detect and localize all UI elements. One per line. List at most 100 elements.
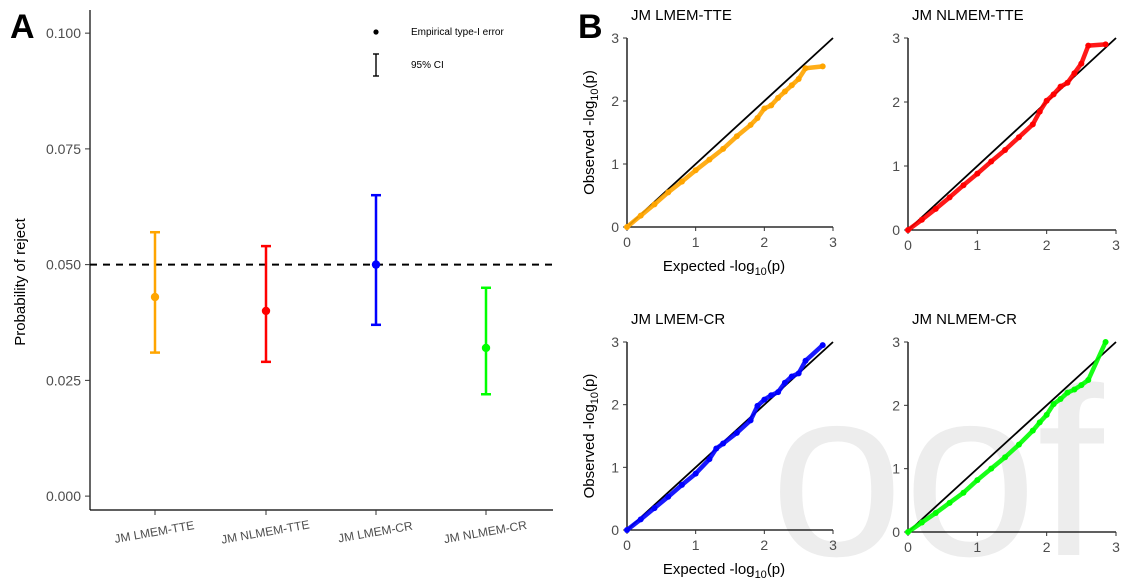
qq-point-jm-nlmem-tte: [1036, 108, 1043, 115]
qq-x-tick-label: 2: [1043, 539, 1051, 555]
qq-point-jm-nlmem-tte: [905, 227, 911, 233]
qq-point-jm-nlmem-tte: [1043, 97, 1050, 104]
qq-point-jm-nlmem-tte: [1085, 42, 1092, 49]
qq-x-tick-label: 1: [692, 537, 700, 553]
qq-point-jm-lmem-tte: [768, 102, 775, 109]
point-jm-nlmem-cr: [481, 343, 491, 353]
qq-x-tick-label: 3: [829, 234, 837, 250]
qq-point-jm-lmem-cr: [795, 370, 802, 377]
y-tick-label: 0.050: [46, 257, 81, 273]
y-tick-label: 0.100: [46, 25, 81, 41]
panel-letter-b: B: [578, 8, 603, 46]
qq-point-jm-lmem-cr: [678, 481, 685, 488]
qq-y-tick-label: 1: [892, 158, 900, 174]
qq-point-jm-lmem-cr: [747, 417, 754, 424]
qq-point-jm-nlmem-cr: [1050, 401, 1057, 408]
qq-y-tick-label: 0: [611, 219, 619, 235]
qq-point-jm-nlmem-cr: [905, 529, 911, 535]
qq-point-jm-nlmem-cr: [988, 465, 995, 472]
qq-point-jm-nlmem-cr: [1036, 419, 1043, 426]
qq-point-jm-nlmem-tte: [918, 216, 925, 223]
qq-y-tick-label: 2: [892, 397, 900, 413]
qq-point-jm-nlmem-tte: [1050, 91, 1057, 98]
qq-point-jm-lmem-tte: [678, 178, 685, 185]
qq-point-jm-nlmem-tte: [932, 205, 939, 212]
qq-x-axis-label-jm-lmem-cr: Expected -log10(p): [663, 561, 785, 581]
qq-point-jm-nlmem-cr: [1043, 411, 1050, 418]
qq-title-jm-nlmem-tte: JM NLMEM-TTE: [912, 7, 1024, 24]
qq-point-jm-lmem-tte: [624, 224, 630, 230]
qq-point-jm-nlmem-cr: [960, 489, 967, 496]
qq-point-jm-lmem-cr: [788, 373, 795, 380]
x-tick-label-jm-nlmem-cr: JM NLMEM-CR: [443, 518, 528, 546]
y-tick-label: 0.075: [46, 141, 81, 157]
qq-point-jm-nlmem-cr: [974, 477, 981, 484]
qq-title-jm-lmem-tte: JM LMEM-TTE: [631, 7, 732, 24]
qq-point-jm-lmem-tte: [754, 115, 761, 122]
qq-identity-line-jm-nlmem-cr: [907, 341, 1117, 533]
qq-y-axis-label-jm-lmem-tte: Observed -log10(p): [581, 70, 601, 195]
qq-x-tick-label: 2: [760, 234, 768, 250]
qq-x-tick-label: 2: [1043, 237, 1051, 253]
qq-identity-line-jm-nlmem-tte: [907, 37, 1117, 231]
x-tick-label-jm-nlmem-tte: JM NLMEM-TTE: [220, 517, 310, 546]
qq-point-jm-nlmem-tte: [1002, 147, 1009, 153]
qq-y-tick-label: 1: [892, 461, 900, 477]
legend-point-label: Empirical type-I error: [411, 27, 504, 38]
qq-y-tick-label: 0: [611, 522, 619, 538]
qq-point-jm-lmem-cr: [754, 402, 761, 409]
qq-point-jm-nlmem-cr: [918, 519, 925, 526]
qq-point-jm-nlmem-cr: [1064, 389, 1071, 396]
qq-x-tick-label: 2: [760, 537, 768, 553]
qq-y-tick-label: 0: [892, 222, 900, 238]
qq-point-jm-nlmem-cr: [1015, 441, 1022, 448]
qq-point-jm-lmem-tte: [747, 121, 754, 128]
qq-point-jm-lmem-cr: [819, 342, 826, 349]
qq-point-jm-lmem-cr: [624, 527, 630, 533]
x-tick-label-jm-lmem-cr: JM LMEM-CR: [337, 519, 414, 546]
qq-point-jm-nlmem-tte: [1078, 60, 1085, 67]
qq-point-jm-lmem-cr: [692, 470, 699, 477]
qq-y-tick-label: 3: [611, 30, 619, 46]
qq-y-tick-label: 2: [611, 93, 619, 109]
qq-x-tick-label: 0: [623, 537, 631, 553]
qq-point-jm-lmem-cr: [781, 379, 788, 386]
qq-point-jm-lmem-tte: [637, 212, 644, 219]
qq-point-jm-lmem-tte: [665, 189, 672, 196]
qq-point-jm-lmem-tte: [802, 65, 809, 72]
qq-point-jm-lmem-tte: [720, 145, 727, 152]
point-jm-lmem-tte: [150, 292, 160, 302]
qq-y-tick-label: 3: [892, 30, 900, 46]
qq-point-jm-nlmem-cr: [1029, 427, 1036, 434]
qq-y-tick-label: 1: [611, 156, 619, 172]
qq-point-jm-nlmem-cr: [932, 510, 939, 516]
qq-point-jm-nlmem-tte: [960, 182, 967, 189]
qq-point-jm-lmem-cr: [733, 429, 740, 436]
qq-point-jm-nlmem-tte: [1071, 70, 1078, 77]
qq-point-jm-lmem-cr: [775, 389, 782, 396]
qq-point-jm-lmem-tte: [775, 94, 782, 101]
qq-point-jm-lmem-tte: [795, 75, 802, 82]
watermark: oof: [770, 338, 1105, 588]
qq-point-jm-nlmem-cr: [946, 499, 953, 506]
qq-point-jm-nlmem-cr: [1078, 382, 1085, 389]
legend-point-key: [373, 29, 379, 35]
qq-y-tick-label: 0: [892, 524, 900, 540]
qq-point-jm-lmem-tte: [692, 167, 699, 174]
qq-x-tick-label: 0: [623, 234, 631, 250]
qq-title-jm-lmem-cr: JM LMEM-CR: [631, 311, 725, 328]
qq-y-tick-label: 3: [611, 334, 619, 350]
qq-y-tick-label: 3: [892, 334, 900, 350]
qq-y-tick-label: 2: [611, 397, 619, 413]
qq-x-tick-label: 0: [904, 237, 912, 253]
qq-x-tick-label: 1: [692, 234, 700, 250]
qq-point-jm-lmem-cr: [651, 505, 658, 512]
qq-point-jm-lmem-tte: [819, 63, 826, 70]
panel-a: A 0.000 0.025 0.050 0.075 0.100 Probability of…: [10, 8, 553, 547]
qq-x-tick-label: 3: [1112, 237, 1120, 253]
qq-point-jm-lmem-tte: [651, 201, 658, 208]
qq-point-jm-nlmem-tte: [1102, 41, 1109, 48]
qq-x-tick-label: 1: [973, 539, 981, 555]
